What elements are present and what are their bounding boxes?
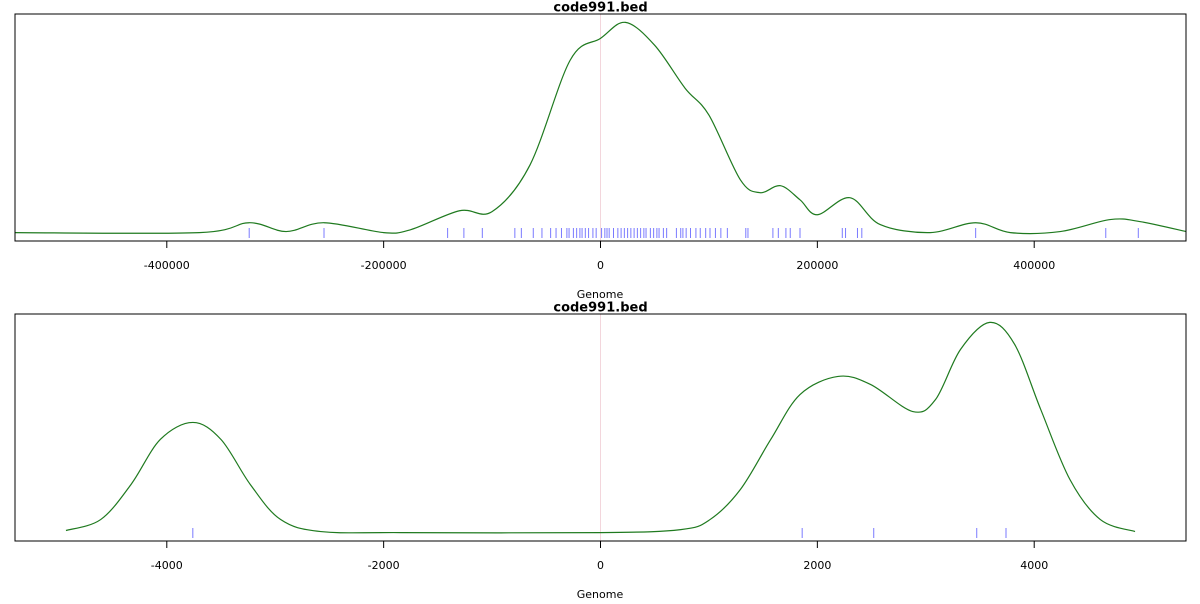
x-axis-label: Genome [577, 588, 624, 600]
x-tick-label: 4000 [1020, 559, 1048, 572]
x-tick-label: -400000 [144, 259, 190, 272]
x-tick-label: 0 [597, 259, 604, 272]
x-tick-label: 400000 [1013, 259, 1055, 272]
x-tick-label: -200000 [361, 259, 407, 272]
x-tick-label: -4000 [151, 559, 183, 572]
x-axis-label: Genome [577, 288, 624, 301]
x-tick-label: -2000 [368, 559, 400, 572]
density-curve [65, 321, 1136, 534]
density-curve [14, 21, 1187, 235]
x-tick-label: 0 [597, 559, 604, 572]
x-tick-label: 2000 [803, 559, 831, 572]
x-tick-label: 200000 [796, 259, 838, 272]
chart-title: code991.bed [553, 301, 647, 316]
chart-title: code991.bed [553, 1, 647, 16]
